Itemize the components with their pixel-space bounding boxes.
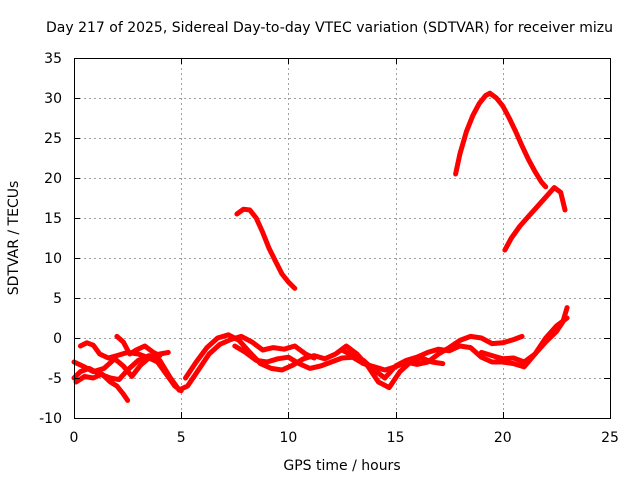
x-tick-label: 20 xyxy=(494,430,512,446)
x-tick-labels: 0 5 10 15 20 25 xyxy=(70,430,619,446)
y-tick-label: -10 xyxy=(39,411,62,427)
chart-title: Day 217 of 2025, Sidereal Day-to-day VTE… xyxy=(46,20,613,36)
y-tick-label: 15 xyxy=(44,211,62,227)
series-line-track-7 xyxy=(232,333,525,373)
series-line-track-5 xyxy=(73,371,131,403)
series-line-track-2 xyxy=(77,340,171,361)
data-series xyxy=(71,90,570,403)
y-tick-label: 5 xyxy=(53,291,62,307)
y-tick-label: 20 xyxy=(44,171,62,187)
x-axis-label: GPS time / hours xyxy=(283,458,400,474)
y-tick-label: 10 xyxy=(44,251,62,267)
series-line-track-1 xyxy=(71,333,317,393)
y-tick-label: -5 xyxy=(48,371,62,387)
x-tick-label: 25 xyxy=(601,430,619,446)
series-line-track-6 xyxy=(183,332,446,391)
x-tick-label: 0 xyxy=(70,430,79,446)
y-tick-label: 30 xyxy=(44,91,62,107)
x-tick-label: 5 xyxy=(177,430,186,446)
y-tick-label: 0 xyxy=(53,331,62,347)
x-tick-label: 10 xyxy=(279,430,297,446)
plot-frame xyxy=(74,58,611,419)
series-line-track-8 xyxy=(339,315,570,381)
axis-ticks xyxy=(74,58,611,419)
y-tick-label: 35 xyxy=(44,51,62,67)
series-line-track-9 xyxy=(478,305,570,365)
series-line-track-11 xyxy=(453,90,549,190)
y-tick-label: 25 xyxy=(44,131,62,147)
series-line-track-10 xyxy=(234,206,298,291)
x-tick-label: 15 xyxy=(387,430,405,446)
series-line-track-4 xyxy=(114,333,163,359)
series-line-track-3 xyxy=(71,355,184,394)
series-line-track-12 xyxy=(502,185,568,253)
y-tick-labels: -10 -5 0 5 10 15 20 25 30 35 xyxy=(39,51,62,427)
y-axis-label: SDTVAR / TECUs xyxy=(6,181,22,296)
